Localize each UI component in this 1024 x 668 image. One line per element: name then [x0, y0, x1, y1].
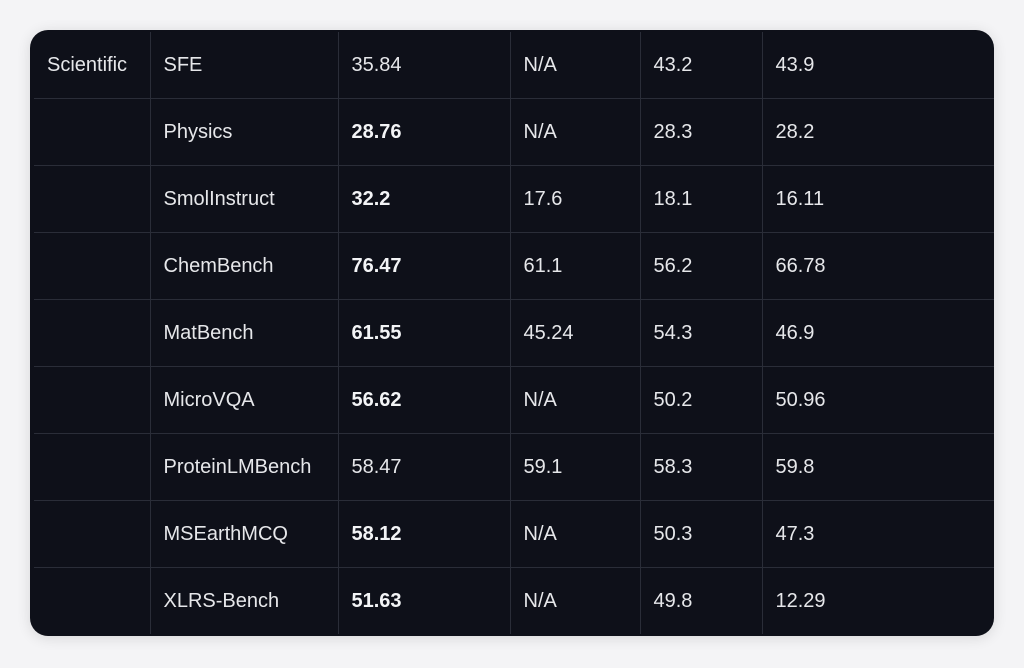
score-cell: 51.63 [337, 567, 511, 634]
score-cell: N/A [509, 500, 641, 568]
score-cell: 49.8 [639, 567, 763, 634]
table-row: XLRS-Bench 51.63 N/A 49.8 12.29 [34, 567, 994, 634]
table-row: MicroVQA 56.62 N/A 50.2 50.96 [34, 366, 994, 434]
score-cell: 28.3 [639, 98, 763, 166]
table-row: Scientific SFE 35.84 N/A 43.2 43.9 [34, 32, 994, 99]
benchmark-name-cell: SFE [149, 32, 339, 99]
score-cell: 35.84 [337, 32, 511, 99]
category-cell [34, 299, 151, 367]
score-cell: 59.8 [761, 433, 994, 501]
results-table: Scientific SFE 35.84 N/A 43.2 43.9 Physics 28.7… [34, 32, 994, 634]
score-cell: N/A [509, 98, 641, 166]
benchmark-name-cell: ChemBench [149, 232, 339, 300]
table-body: Scientific SFE 35.84 N/A 43.2 43.9 Physics 28.7… [34, 32, 994, 634]
score-cell: 47.3 [761, 500, 994, 568]
benchmark-name-cell: Physics [149, 98, 339, 166]
score-cell: 43.9 [761, 32, 994, 99]
category-cell: Scientific [34, 32, 151, 99]
score-cell: 61.55 [337, 299, 511, 367]
score-cell: 28.76 [337, 98, 511, 166]
score-cell: 45.24 [509, 299, 641, 367]
benchmark-name-cell: MatBench [149, 299, 339, 367]
score-cell: N/A [509, 366, 641, 434]
category-cell [34, 567, 151, 634]
category-cell [34, 366, 151, 434]
category-cell [34, 98, 151, 166]
table-row: MatBench 61.55 45.24 54.3 46.9 [34, 299, 994, 367]
score-cell: 61.1 [509, 232, 641, 300]
score-cell: 12.29 [761, 567, 994, 634]
benchmark-name-cell: ProteinLMBench [149, 433, 339, 501]
score-cell: 56.2 [639, 232, 763, 300]
table-row: MSEarthMCQ 58.12 N/A 50.3 47.3 [34, 500, 994, 568]
benchmark-name-cell: MicroVQA [149, 366, 339, 434]
score-cell: 54.3 [639, 299, 763, 367]
table-row: ChemBench 76.47 61.1 56.2 66.78 [34, 232, 994, 300]
score-cell: N/A [509, 32, 641, 99]
score-cell: 58.47 [337, 433, 511, 501]
category-cell [34, 500, 151, 568]
table-row: ProteinLMBench 58.47 59.1 58.3 59.8 [34, 433, 994, 501]
score-cell: 76.47 [337, 232, 511, 300]
score-cell: 43.2 [639, 32, 763, 99]
results-table-card: Scientific SFE 35.84 N/A 43.2 43.9 Physics 28.7… [30, 30, 994, 636]
score-cell: 59.1 [509, 433, 641, 501]
score-cell: 18.1 [639, 165, 763, 233]
table-row: Physics 28.76 N/A 28.3 28.2 [34, 98, 994, 166]
score-cell: 58.3 [639, 433, 763, 501]
benchmark-name-cell: XLRS-Bench [149, 567, 339, 634]
score-cell: 50.2 [639, 366, 763, 434]
score-cell: 58.12 [337, 500, 511, 568]
table-row: SmolInstruct 32.2 17.6 18.1 16.11 [34, 165, 994, 233]
score-cell: 46.9 [761, 299, 994, 367]
category-cell [34, 433, 151, 501]
score-cell: 56.62 [337, 366, 511, 434]
score-cell: 50.96 [761, 366, 994, 434]
benchmark-name-cell: MSEarthMCQ [149, 500, 339, 568]
score-cell: N/A [509, 567, 641, 634]
score-cell: 66.78 [761, 232, 994, 300]
score-cell: 32.2 [337, 165, 511, 233]
benchmark-name-cell: SmolInstruct [149, 165, 339, 233]
score-cell: 28.2 [761, 98, 994, 166]
score-cell: 16.11 [761, 165, 994, 233]
score-cell: 50.3 [639, 500, 763, 568]
score-cell: 17.6 [509, 165, 641, 233]
category-cell [34, 232, 151, 300]
category-cell [34, 165, 151, 233]
